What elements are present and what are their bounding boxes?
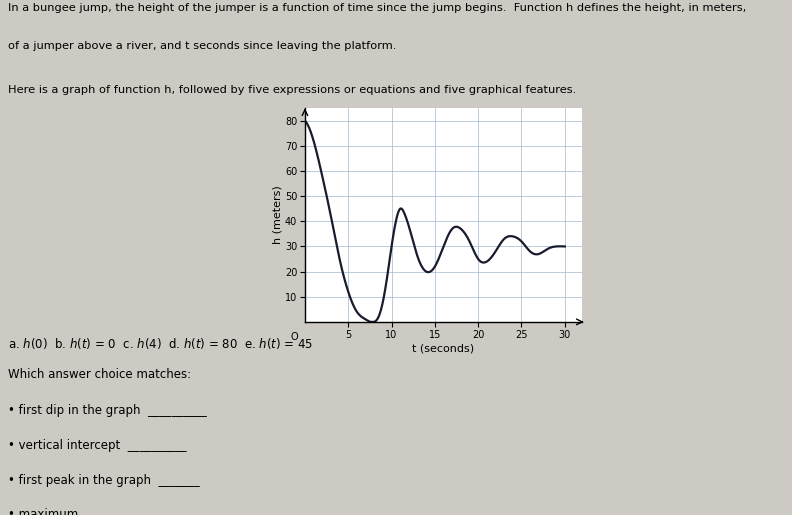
Y-axis label: h (meters): h (meters): [272, 185, 282, 245]
Text: • vertical intercept  __________: • vertical intercept __________: [8, 439, 186, 452]
Text: a. $h$(0)  b. $h$($t$) = 0  c. $h$(4)  d. $h$($t$) = 80  e. $h$($t$) = 45: a. $h$(0) b. $h$($t$) = 0 c. $h$(4) d. $…: [8, 336, 313, 351]
X-axis label: t (seconds): t (seconds): [413, 344, 474, 354]
Text: • first dip in the graph  __________: • first dip in the graph __________: [8, 404, 207, 417]
Text: In a bungee jump, the height of the jumper is a function of time since the jump : In a bungee jump, the height of the jump…: [8, 3, 746, 12]
Text: Here is a graph of function h, followed by five expressions or equations and fiv: Here is a graph of function h, followed …: [8, 85, 576, 95]
Text: O: O: [291, 332, 299, 342]
Text: of a jumper above a river, and t seconds since leaving the platform.: of a jumper above a river, and t seconds…: [8, 41, 396, 51]
Text: • maximum  _______: • maximum _______: [8, 507, 127, 515]
Text: Which answer choice matches:: Which answer choice matches:: [8, 368, 191, 381]
Text: • first peak in the graph  _______: • first peak in the graph _______: [8, 474, 200, 487]
